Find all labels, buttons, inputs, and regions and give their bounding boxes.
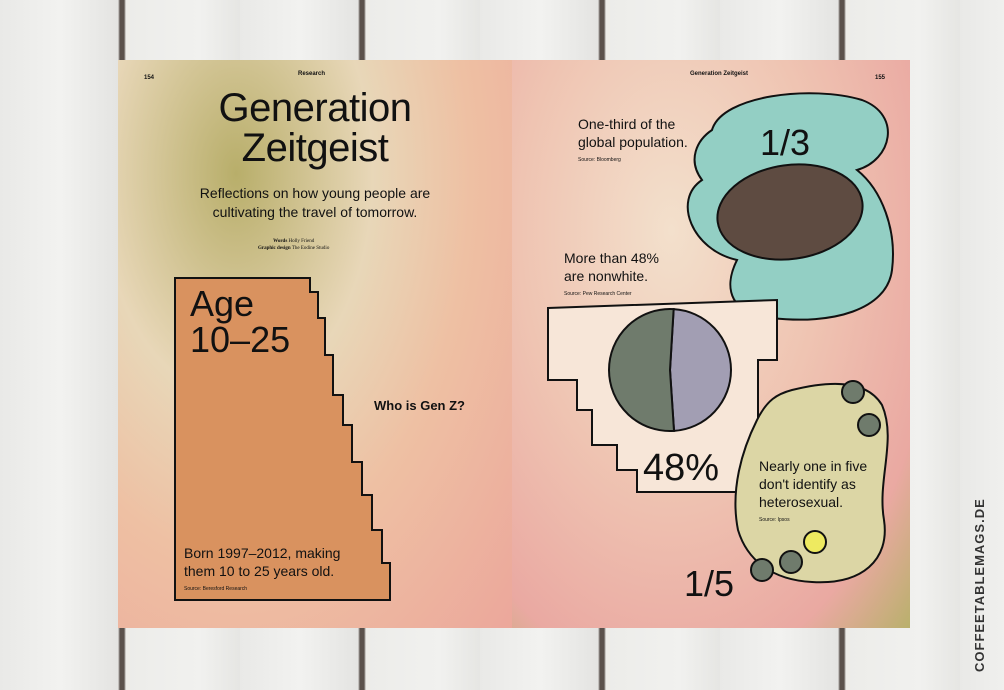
credit-value: Holly Friend (288, 239, 315, 244)
source-note: Source: Beresford Research (184, 586, 248, 592)
stairs-shape (174, 277, 391, 601)
watermark: COFFEETABLEMAGS.DE (972, 498, 987, 672)
stat-line: don't identify as (759, 476, 856, 492)
source-note: Source: Ipsos (759, 517, 790, 523)
credit-value: The Eodine Studio (291, 246, 330, 251)
pie-slice-nonwhite (668, 308, 732, 432)
page-number: 154 (144, 75, 155, 81)
brown-ellipse (716, 163, 864, 261)
stat-one-in-five: Nearly one in five don't identify as het… (759, 457, 867, 529)
right-page: Generation Zeitgeist 155 One-third of th… (512, 60, 910, 628)
page-title: Generation Zeitgeist (118, 88, 512, 168)
stat-line: More than 48% (564, 250, 659, 266)
pie-slice-other (608, 308, 676, 432)
dot (803, 530, 827, 554)
figure-48-percent: 48% (643, 447, 720, 489)
credit-label: Words (273, 239, 288, 244)
figure-one-third: 1/3 (760, 122, 811, 163)
dot (857, 413, 881, 437)
subtitle-line: Reflections on how young people are (199, 185, 431, 201)
born-line: Born 1997–2012, making (184, 545, 341, 561)
figure-one-fifth: 1/5 (684, 563, 735, 604)
credits: Words Holly Friend Graphic design The Eo… (258, 238, 329, 252)
title-line: Generation (218, 86, 412, 130)
olive-blob (734, 382, 889, 584)
section-label: Generation Zeitgeist (690, 71, 749, 77)
title-line: Zeitgeist (241, 126, 389, 170)
source-note: Source: Pew Research Center (564, 291, 632, 297)
section-label: Research (298, 71, 326, 77)
stat-line: global population. (578, 134, 688, 150)
dot (750, 558, 774, 582)
stat-line: heterosexual. (759, 494, 844, 510)
dot (779, 550, 803, 574)
stat-line: are nonwhite. (564, 268, 649, 284)
pie-chart (608, 308, 732, 432)
credit-label: Graphic design (258, 246, 291, 251)
question: Who is Gen Z? (374, 398, 465, 413)
age-heading: Age 10–25 (190, 286, 290, 358)
subtitle-line: cultivating the travel of tomorrow. (212, 204, 418, 220)
age-range: 10–25 (190, 319, 291, 360)
left-page: 154 Research Generation Zeitgeist Reflec… (118, 60, 512, 628)
age-label: Age (190, 283, 255, 324)
subtitle: Reflections on how young people are cult… (118, 184, 512, 222)
stat-nonwhite: More than 48% are nonwhite. Source: Pew … (564, 249, 659, 303)
page-number: 155 (875, 75, 886, 81)
dot (841, 380, 865, 404)
born-text: Born 1997–2012, making them 10 to 25 yea… (184, 544, 340, 598)
stat-one-third: One-third of the global population. Sour… (578, 115, 688, 169)
stat-line: Nearly one in five (759, 458, 868, 474)
born-line: them 10 to 25 years old. (184, 563, 335, 579)
infographic-shapes (547, 92, 894, 584)
source-note: Source: Bloomberg (578, 157, 621, 163)
stat-line: One-third of the (578, 116, 676, 132)
